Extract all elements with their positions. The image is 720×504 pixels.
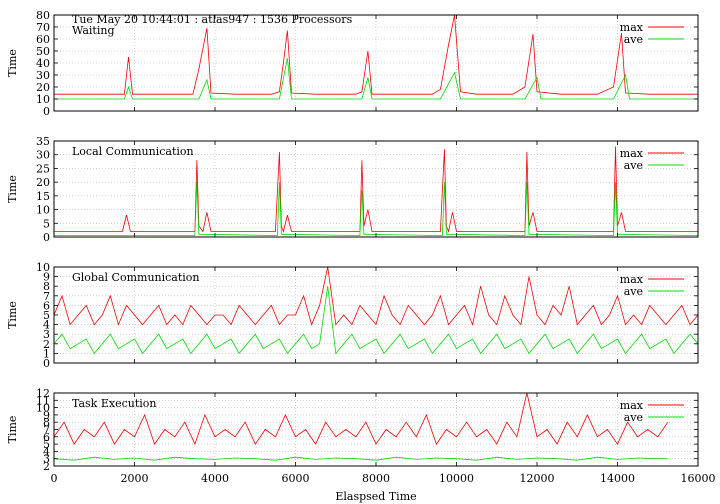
global-communication-ytick-label: 3: [43, 328, 50, 341]
x-tick-label: 12000: [520, 472, 555, 485]
waiting-legend-label-ave: ave: [624, 33, 643, 46]
local-communication-ytick-label: 0: [43, 231, 50, 244]
global-communication-ytick-label: 5: [43, 309, 50, 322]
x-tick-label: 14000: [600, 472, 635, 485]
global-communication-series-ave: [53, 286, 699, 355]
task-execution-ytick-label: 4: [43, 445, 50, 458]
waiting-series-ave: [54, 58, 698, 100]
waiting-ytick-label: 60: [36, 33, 50, 46]
header-text: Tue May 20 10:44:01 : atlas947 : 1536 Pr…: [72, 13, 353, 26]
x-axis-label: Elaspsed Time: [335, 490, 416, 503]
waiting-ylabel: Time: [6, 49, 19, 77]
waiting-legend-label-max: max: [620, 21, 644, 34]
local-communication-series-max: [54, 146, 698, 233]
waiting-ytick-label: 10: [36, 93, 50, 106]
waiting-ytick-label: 0: [43, 105, 50, 118]
task-execution-ytick-label: 3: [43, 453, 50, 466]
global-communication-ytick-label: 8: [43, 280, 50, 293]
x-tick-label: 6000: [282, 472, 310, 485]
waiting-series-max: [54, 14, 698, 95]
global-communication-ylabel: Time: [6, 301, 19, 329]
task-execution-ytick-label: 6: [43, 431, 50, 444]
local-communication-legend-label-max: max: [620, 147, 644, 160]
global-communication-legend-label-max: max: [620, 273, 644, 286]
task-execution-series-ave: [53, 456, 668, 461]
local-communication-ytick-label: 15: [36, 190, 50, 203]
x-tick-label: 2000: [121, 472, 149, 485]
global-communication-ytick-label: 7: [43, 290, 50, 303]
local-communication-title: Local Communication: [72, 145, 194, 158]
local-communication-ytick-label: 20: [36, 176, 50, 189]
global-communication-ytick-label: 6: [43, 299, 50, 312]
x-tick-label: 0: [51, 472, 58, 485]
task-execution-ytick-label: 5: [43, 438, 50, 451]
global-communication-series-max: [53, 266, 699, 326]
global-communication-title: Global Communication: [72, 271, 200, 284]
local-communication-ytick-label: 25: [36, 162, 50, 175]
task-execution-legend-label-ave: ave: [624, 411, 643, 424]
local-communication-ytick-label: 35: [36, 135, 50, 148]
task-execution-ylabel: Time: [6, 416, 19, 444]
x-tick-label: 10000: [439, 472, 474, 485]
waiting-title: Waiting: [72, 24, 115, 37]
task-execution-series-max: [53, 392, 669, 446]
x-tick-label: 16000: [681, 472, 716, 485]
task-execution-legend-label-max: max: [620, 399, 644, 412]
waiting-ytick-label: 30: [36, 69, 50, 82]
local-communication-ylabel: Time: [6, 175, 19, 203]
waiting-ytick-label: 70: [36, 21, 50, 34]
task-execution-ytick-label: 12: [36, 387, 50, 400]
task-execution-ytick-label: 10: [36, 402, 50, 415]
task-execution-ytick-label: 11: [36, 394, 50, 407]
local-communication-ytick-label: 5: [43, 217, 50, 230]
global-communication-ytick-label: 9: [43, 271, 50, 284]
global-communication-ytick-label: 4: [43, 319, 50, 332]
task-execution-ytick-label: 2: [43, 460, 50, 473]
global-communication-legend-label-ave: ave: [624, 285, 643, 298]
local-communication-ytick-label: 30: [36, 149, 50, 162]
global-communication-ytick-label: 2: [43, 338, 50, 351]
waiting-ytick-label: 20: [36, 81, 50, 94]
waiting-ytick-label: 50: [36, 45, 50, 58]
local-communication-ytick-label: 10: [36, 204, 50, 217]
local-communication-legend-label-ave: ave: [624, 159, 643, 172]
task-execution-ytick-label: 7: [43, 424, 50, 437]
x-tick-label: 8000: [362, 472, 390, 485]
task-execution-title: Task Execution: [72, 397, 156, 410]
x-tick-label: 4000: [201, 472, 229, 485]
global-communication-ytick-label: 1: [43, 347, 50, 360]
task-execution-ytick-label: 9: [43, 409, 50, 422]
global-communication-ytick-label: 10: [36, 261, 50, 274]
task-execution-ytick-label: 8: [43, 416, 50, 429]
local-communication-series-ave: [54, 182, 699, 237]
waiting-ytick-label: 40: [36, 57, 50, 70]
waiting-ytick-label: 80: [36, 9, 50, 22]
global-communication-ytick-label: 0: [43, 357, 50, 370]
